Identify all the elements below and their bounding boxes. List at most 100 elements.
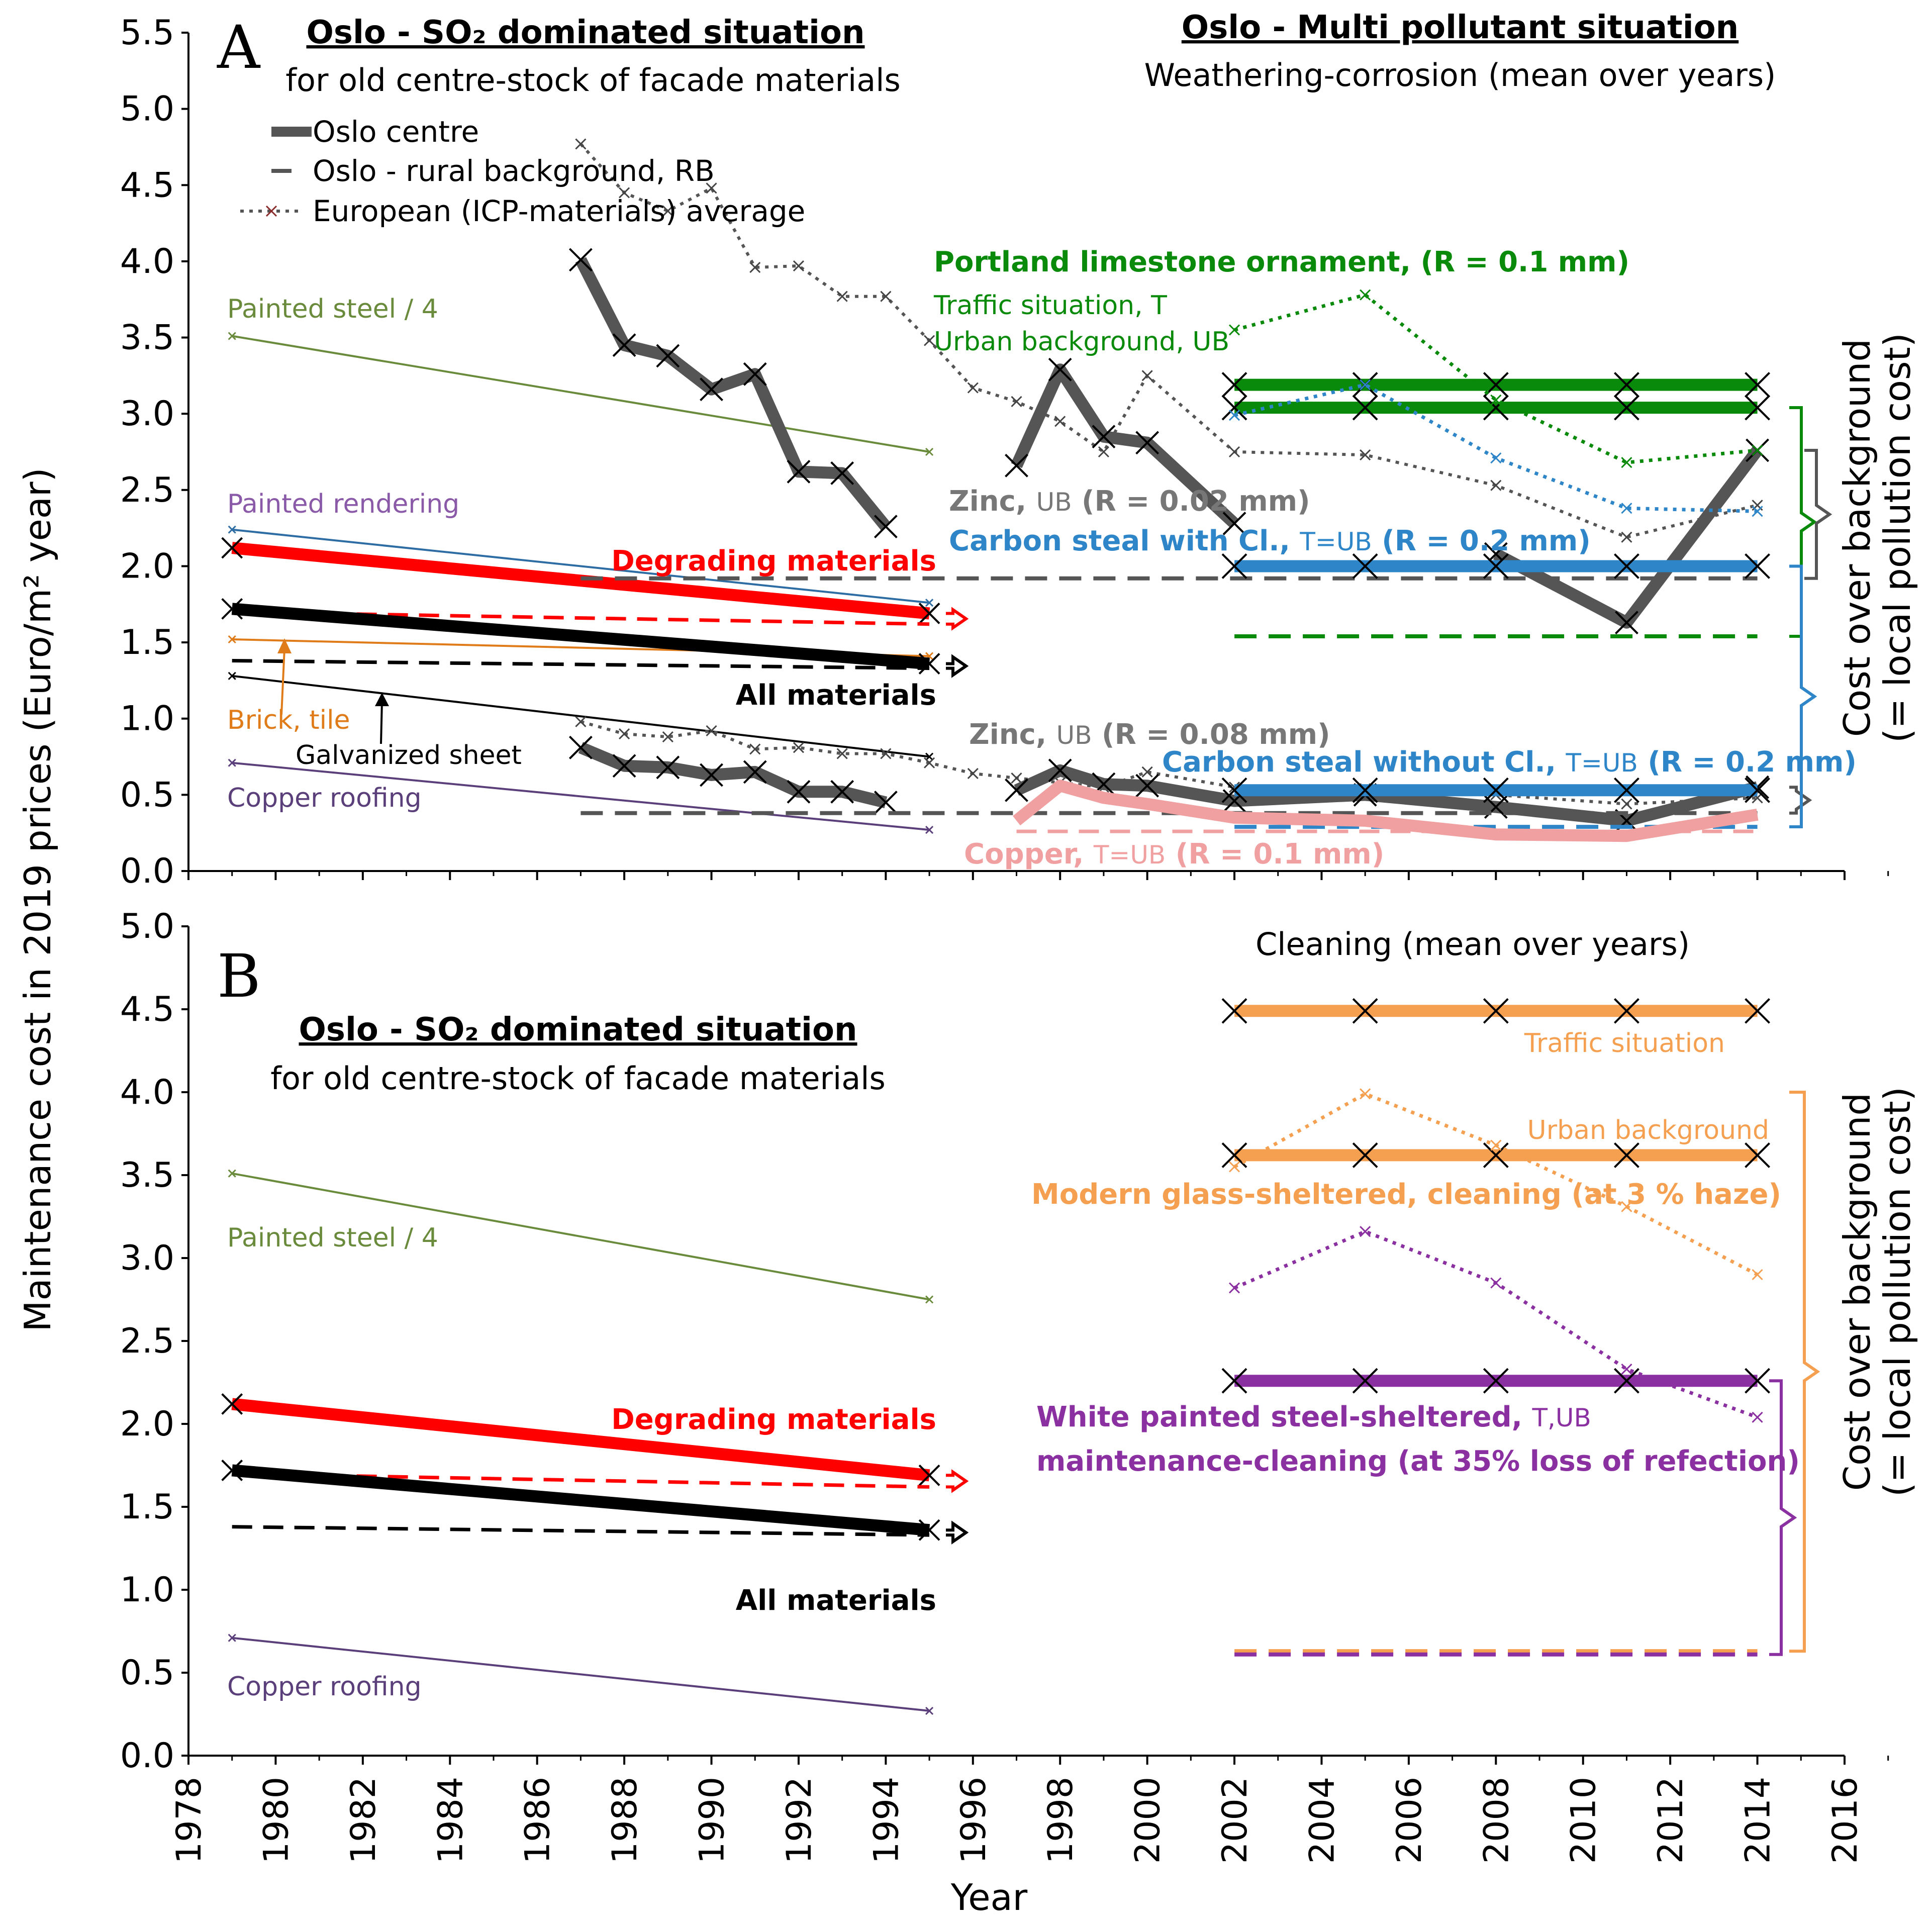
point-11-4 [1222,512,1246,535]
point-7-3 [1614,1142,1639,1168]
label-zinc-002: Zinc, UB (R = 0.02 mm) [949,485,1310,518]
x-tick-label: 1992 [780,1777,819,1864]
panel-letter-b: B [217,941,261,1011]
point-9-14 [1228,446,1240,458]
point-7-4 [1745,1142,1770,1168]
point-2-0 [228,635,236,644]
y-tick-label: 1.0 [120,1570,174,1610]
series-a-7 [231,603,930,670]
label-all-materials-a: All materials [736,679,936,712]
point-2-0 [221,1393,243,1415]
point-4-1 [918,1519,940,1541]
axes: 0.0 0.5 1.0 1.5 2.0 2.5 3.0 3.5 4.0 4.5 5.0 5.5 0.0 0… [17,13,1889,1918]
point-11-1 [1360,1226,1371,1237]
point-24-0 [1221,777,1247,803]
point-20-4 [1752,444,1763,456]
point-10-3 [1614,1368,1639,1394]
panel-a [221,138,1770,842]
point-15-5 [787,780,811,804]
point-10-1 [612,333,636,357]
point-14-1 [619,728,630,740]
point-23-3 [1621,503,1632,514]
point-15-0 [568,735,593,759]
x-tick-label: 2010 [1564,1777,1604,1864]
point-9-6 [836,291,848,302]
y-tick-label: 0.5 [120,1653,174,1693]
x-tick-label: 2006 [1390,1777,1429,1864]
label-urban-a: Urban background, UB [934,327,1229,357]
point-18-4 [1745,372,1770,398]
point-9-13 [1141,370,1153,381]
point-22-2 [1483,553,1509,579]
point-20-0 [1228,324,1240,336]
point-16-3 [1135,774,1160,798]
point-9-1 [619,187,630,199]
point-15-4 [743,760,767,784]
panel-b [221,998,1770,1715]
point-3-1 [925,752,934,761]
point-10-0 [1221,1368,1247,1394]
x-tick-label: 2016 [1825,1777,1865,1864]
point-10-0 [568,248,593,272]
x-tick-label: 1984 [431,1777,470,1864]
point-22-4 [1745,553,1770,579]
right-label-A-2: (= local pollution cost) [1876,333,1918,743]
point-6-4 [1745,998,1770,1024]
brick-arrowhead [277,638,292,653]
point-7-0 [1221,1142,1247,1168]
point-14-4 [749,743,761,755]
y-tick-label: 4.5 [120,165,174,205]
x-tick-label: 1998 [1041,1777,1081,1864]
y-tick-label: 4.0 [120,1073,174,1112]
label-copper-ub: Copper, T=UB (R = 0.1 mm) [964,838,1384,871]
point-22-1 [1352,553,1378,579]
point-12-1 [1615,611,1638,635]
right-label-A-1: Cost over background [1836,339,1878,737]
point-10-2 [656,344,680,368]
label-steel-nocl: Carbon steal without Cl., T=UB (R = 0.2 … [1162,746,1857,779]
point-10-5 [787,460,811,484]
point-0-1 [925,447,934,456]
point-24-4 [1745,777,1770,803]
point-6-3 [1614,998,1639,1024]
point-9-7 [880,291,892,302]
x-tick-label: 1988 [605,1777,645,1864]
point-18-0 [1221,372,1247,398]
y-tick-label: 3.5 [120,318,174,358]
point-10-1 [1352,1368,1378,1394]
point-0-0 [228,332,236,340]
brace-zinc-002 [1804,448,1832,580]
point-10-2 [1483,1368,1509,1394]
point-7-1 [1352,1142,1378,1168]
x-tick-label: 2008 [1477,1777,1516,1864]
point-15-6 [830,780,854,804]
point-1-0 [228,525,236,534]
series-b-5 [232,1525,930,1537]
panel-a-subtitle: for old centre-stock of facade materials [285,62,901,99]
panel-b-title: Oslo - SO₂ dominated situation [299,1011,857,1048]
label-copper-roofing-b: Copper roofing [227,1672,422,1702]
point-16-1 [1048,758,1072,783]
point-23-4 [1752,506,1763,517]
brace-steel [1789,564,1817,829]
y-tick-label: 4.0 [120,242,174,281]
point-9-5 [793,260,805,272]
y-tick-label: 2.5 [120,1321,174,1361]
point-9-16 [1490,479,1502,491]
point-14-10 [1011,772,1022,784]
series-a-5 [231,542,930,620]
y-tick-label: 0.5 [120,775,174,815]
point-9-3 [706,182,717,194]
point-8-2 [1490,1139,1502,1151]
label-degrading-b: Degrading materials [611,1403,936,1436]
y-tick-label: 1.5 [120,1487,174,1527]
y-tick-label: 0.0 [120,851,174,891]
point-11-2 [1092,425,1116,449]
brick-arrow [280,648,285,715]
point-24-1 [1352,777,1378,803]
label-painted-rendering: Painted rendering [227,489,459,519]
y-tick-label: 2.0 [120,546,174,586]
point-14-5 [793,742,805,753]
y-tick-label: 1.0 [120,699,174,739]
series-a-10 [575,257,891,531]
